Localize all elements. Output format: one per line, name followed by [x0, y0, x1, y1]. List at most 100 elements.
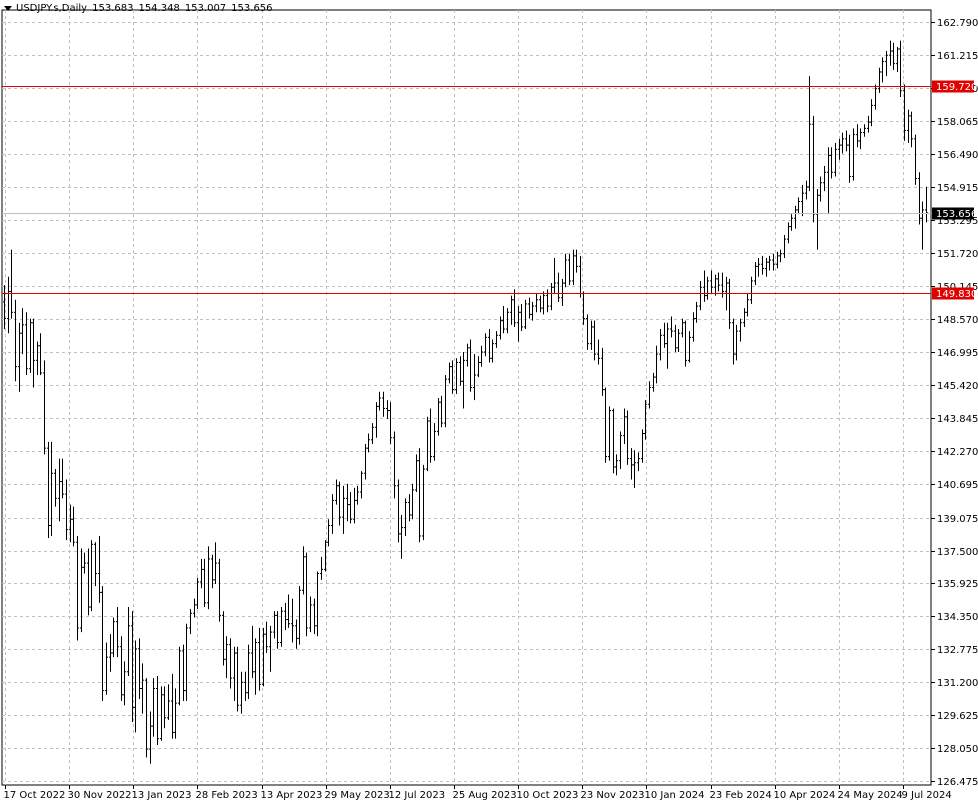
ohlc-bar [320, 556, 323, 580]
ohlc-bar [138, 638, 141, 699]
ohlc-bar [54, 469, 57, 507]
ohlc-bar [586, 314, 589, 350]
ohlc-bar [174, 688, 177, 739]
ohlc-bar [284, 602, 287, 630]
ohlc-bar [910, 111, 913, 148]
x-tick-label: 13 Jan 2023 [132, 790, 192, 801]
low-value: 153.007 [184, 3, 227, 14]
y-tick-label: 162.790 [937, 18, 978, 29]
ohlc-bar [688, 331, 691, 363]
level-label-bg [932, 80, 974, 93]
ohlc-bar [644, 400, 647, 440]
ohlc-bar [426, 416, 429, 472]
y-tick-label: 153.295 [937, 216, 978, 227]
y-tick-label: 128.050 [937, 744, 978, 755]
ohlc-bar [378, 391, 381, 411]
ohlc-bar [149, 711, 152, 764]
ohlc-bar [542, 291, 545, 315]
ohlc-bar [61, 458, 64, 499]
ohlc-bar [761, 255, 764, 275]
ohlc-bar [193, 598, 196, 618]
ohlc-bar [553, 257, 556, 294]
ohlc-bar [564, 253, 567, 288]
ohlc-bar [141, 663, 144, 714]
y-tick-label: 139.075 [937, 514, 978, 525]
ohlc-bar [101, 586, 104, 702]
y-tick-label: 140.695 [937, 480, 978, 491]
ohlc-bar [408, 494, 411, 522]
ohlc-bar [342, 485, 345, 534]
ohlc-bar [670, 316, 673, 338]
y-tick-label: 135.925 [937, 579, 978, 590]
ohlc-bar [885, 51, 888, 77]
ohlc-bar [273, 611, 276, 639]
ohlc-bar [637, 452, 640, 472]
current-price-label: 153.656 [936, 209, 977, 220]
y-tick-label: 148.570 [937, 315, 978, 326]
ohlc-bar [619, 431, 622, 470]
ohlc-bar [189, 609, 192, 635]
ohlc-bar [790, 214, 793, 231]
y-tick-label: 129.625 [937, 711, 978, 722]
close-value: 153.656 [231, 3, 273, 14]
ohlc-bar [389, 402, 392, 444]
ohlc-bar [812, 115, 815, 223]
ohlc-bar [510, 295, 513, 325]
ohlc-bar [641, 429, 644, 463]
ohlc-bar [794, 205, 797, 229]
x-tick-label: 23 Nov 2023 [581, 790, 645, 801]
ohlc-bar [859, 128, 862, 150]
ohlc-bar [160, 686, 163, 741]
ohlc-bar [732, 318, 735, 365]
ohlc-bar [921, 201, 924, 250]
ohlc-bar [291, 598, 294, 643]
ohlc-bar [386, 400, 389, 419]
ohlc-bar [692, 312, 695, 342]
ohlc-bar [754, 262, 757, 286]
ohlc-bar [29, 318, 32, 373]
ohlc-bar [302, 546, 305, 595]
ohlc-bar [783, 234, 786, 258]
ohlc-bar [58, 458, 61, 522]
ohlc-bar [590, 320, 593, 350]
ohlc-bar [287, 594, 290, 628]
open-value: 153.683 [92, 3, 134, 14]
ohlc-bar [681, 318, 684, 338]
ohlc-bar [80, 548, 83, 633]
ohlc-bar [152, 678, 155, 737]
ohlc-bar [480, 345, 483, 367]
ohlc-bar [524, 299, 527, 330]
x-tick-label: 29 May 2023 [325, 790, 390, 801]
ohlc-bar [94, 542, 97, 587]
ohlc-bar [98, 535, 101, 603]
ohlc-bar [743, 308, 746, 327]
ohlc-bar [422, 464, 425, 541]
ohlc-bar [652, 372, 655, 392]
y-tick-label: 158.065 [937, 117, 978, 128]
ohlc-bar [393, 431, 396, 499]
ohlc-bar [841, 132, 844, 154]
ohlc-bar [867, 115, 870, 133]
ohlc-bar [76, 535, 79, 641]
ohlc-bar [881, 57, 884, 83]
ohlc-bar [539, 295, 542, 313]
ohlc-bar [765, 257, 768, 277]
level-label-bg [932, 287, 974, 300]
ohlc-bar [397, 479, 400, 543]
ohlc-bar [276, 611, 279, 649]
ohlc-bar [269, 625, 272, 672]
ohlc-bar [163, 686, 166, 729]
ohlc-bar [247, 644, 250, 699]
ohlc-bar [349, 492, 352, 524]
ohlc-bar [185, 623, 188, 702]
ohlc-bar [200, 558, 203, 589]
ohlc-bar [787, 222, 790, 244]
ohlc-bar [557, 272, 560, 302]
ohlc-bar [182, 644, 185, 702]
ohlc-bar [18, 322, 21, 392]
ohlc-bar [39, 333, 42, 376]
ohlc-bar [90, 540, 93, 612]
dropdown-triangle-icon[interactable] [4, 5, 12, 11]
ohlc-bar [251, 625, 254, 679]
